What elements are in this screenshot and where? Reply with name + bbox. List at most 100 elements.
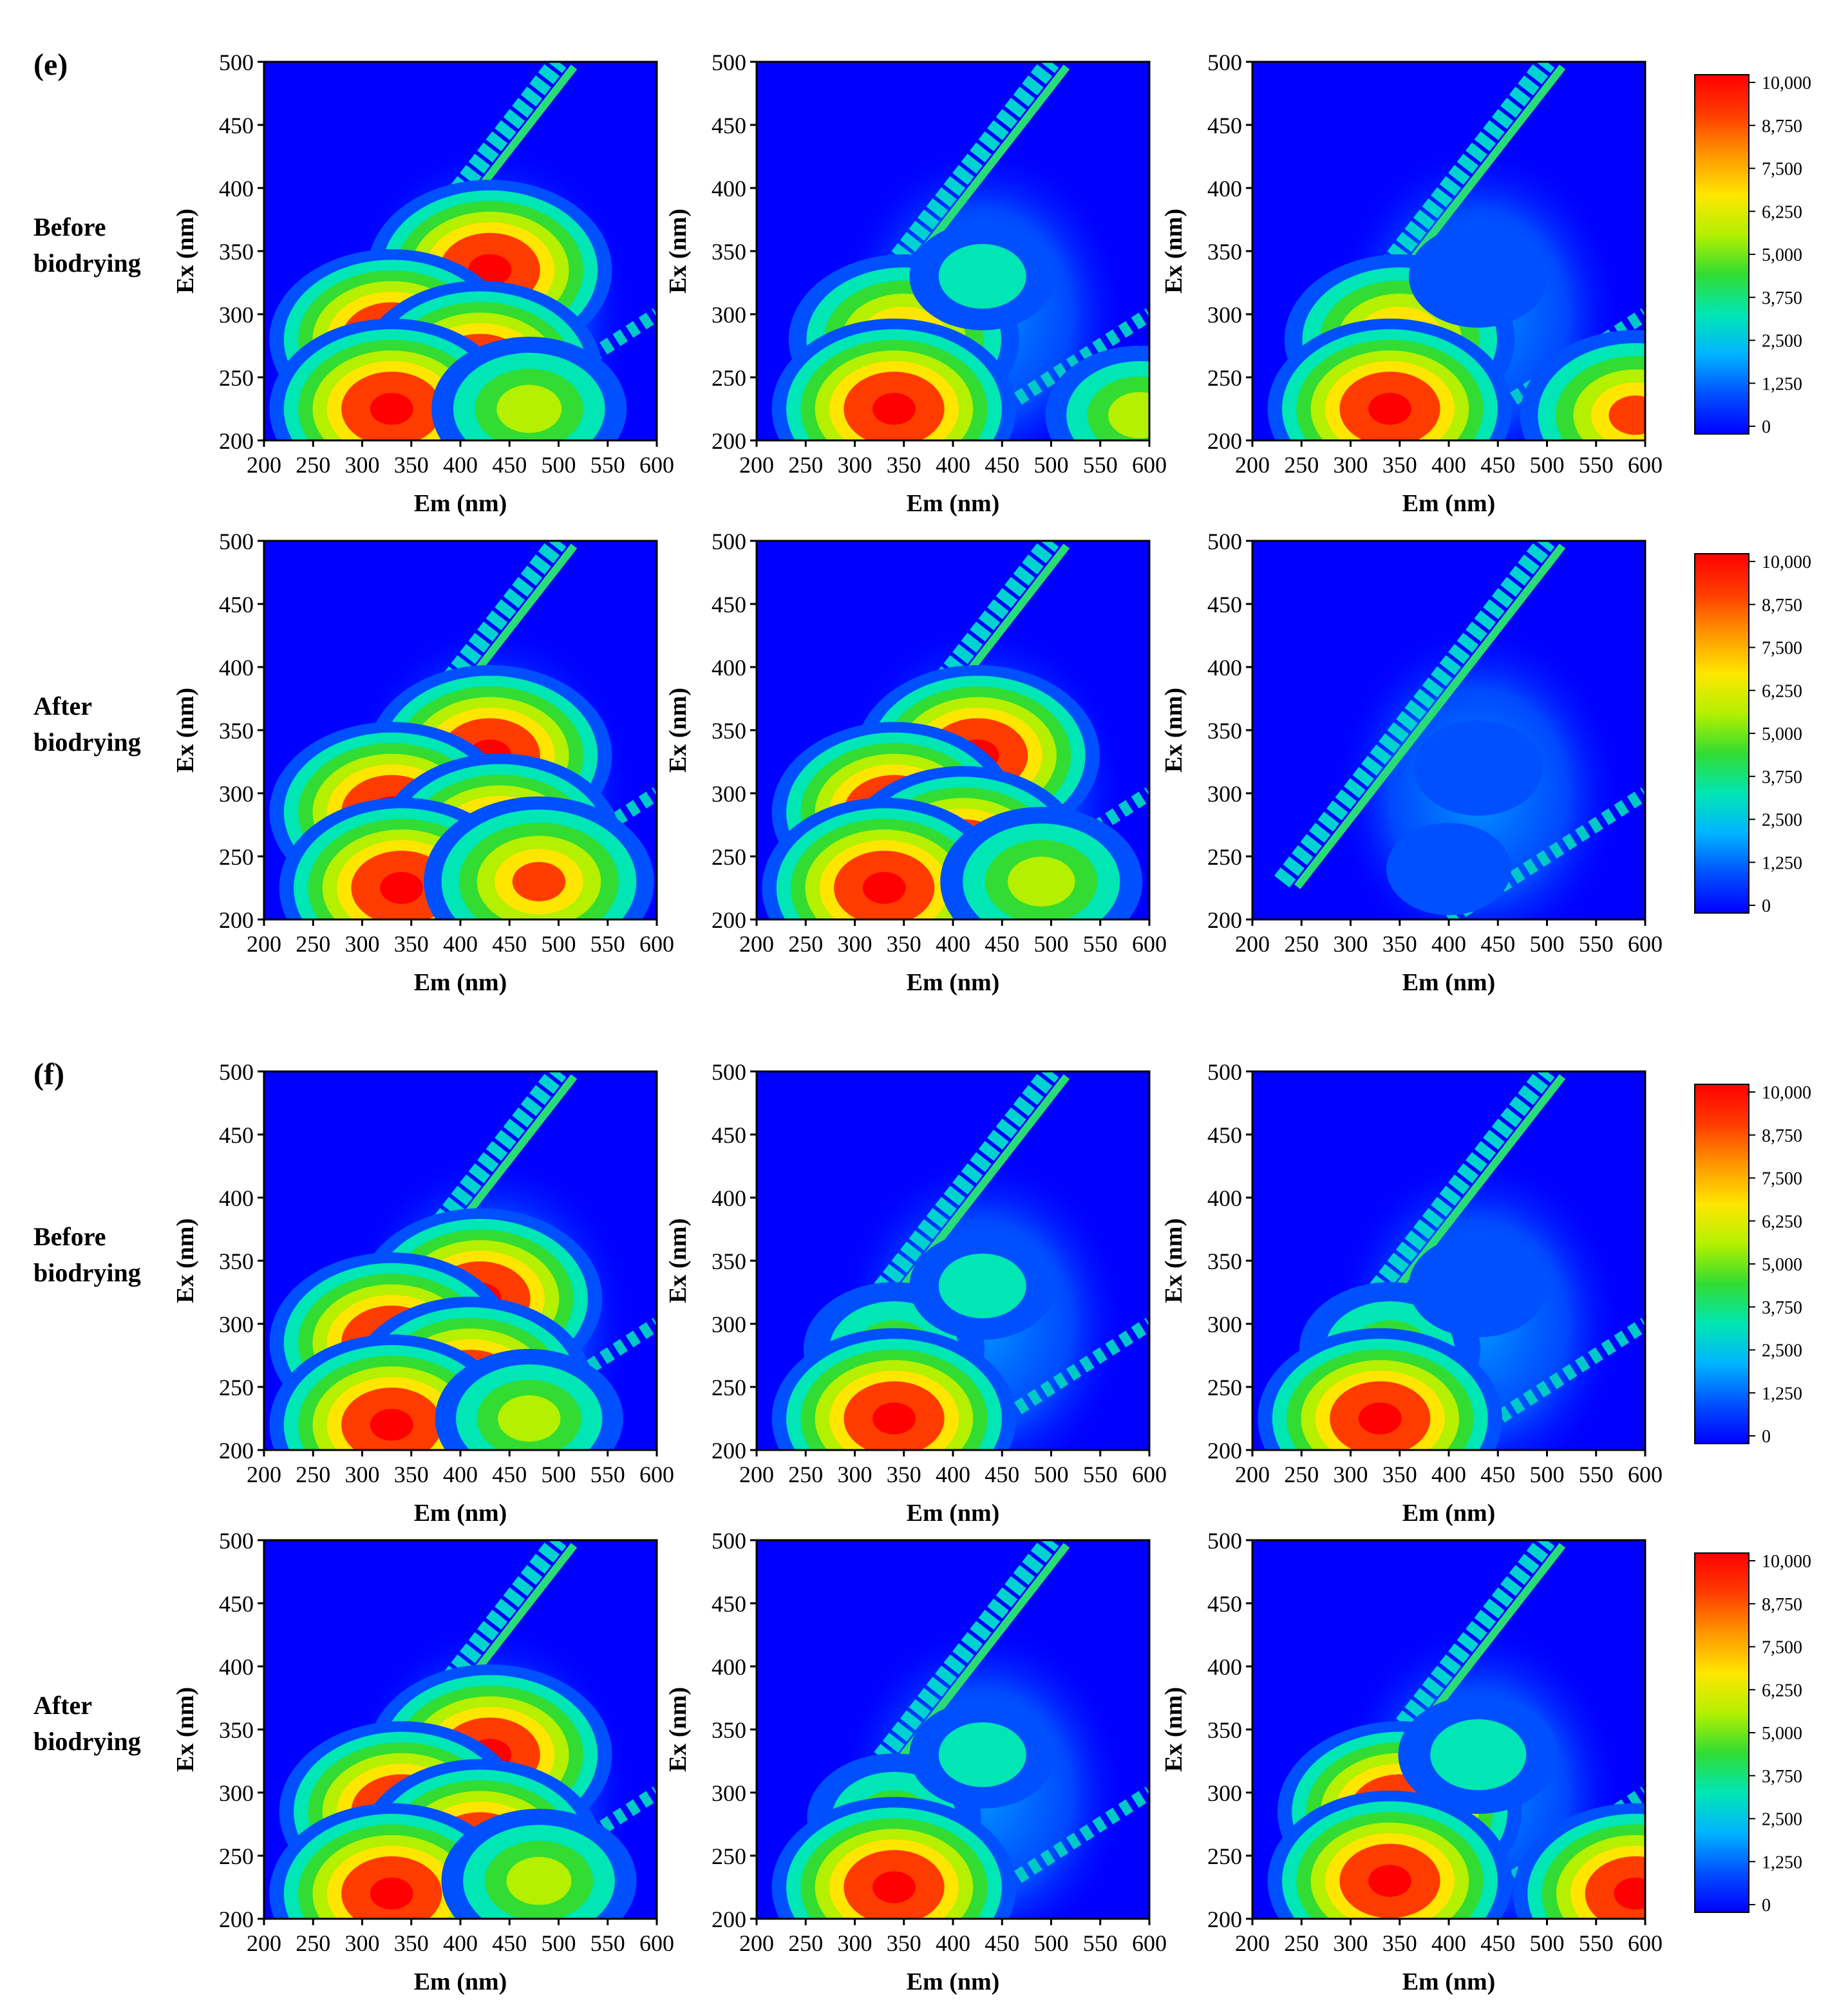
y-tick-label: 500 <box>219 529 254 554</box>
y-tick-label: 350 <box>712 239 746 265</box>
panel-label: (e) <box>33 48 68 82</box>
eem-peak <box>940 807 1143 919</box>
x-tick-label: 450 <box>492 1462 527 1487</box>
x-tick-label: 200 <box>1235 452 1270 478</box>
x-tick-label: 200 <box>247 452 281 478</box>
colorbar-tick-label: 6,250 <box>1762 202 1802 222</box>
y-tick-label: 200 <box>1207 1438 1242 1464</box>
x-tick-label: 600 <box>1132 1930 1167 1956</box>
x-tick-label: 250 <box>296 1930 330 1956</box>
x-tick-label: 400 <box>443 452 478 478</box>
eem-peak <box>1267 1790 1513 1919</box>
y-tick-label: 350 <box>1207 1717 1242 1743</box>
eem-peak <box>771 1328 1017 1450</box>
x-tick-label: 500 <box>542 1930 576 1956</box>
y-axis-label: Ex (nm) <box>665 1687 692 1772</box>
y-tick-label: 400 <box>712 655 746 681</box>
x-tick-label: 450 <box>985 1462 1019 1487</box>
y-tick-label: 350 <box>219 239 254 265</box>
x-tick-label: 350 <box>887 1930 921 1956</box>
colorbar-tick-label: 5,000 <box>1762 1724 1802 1744</box>
y-axis-label: Ex (nm) <box>172 209 199 294</box>
colorbar: 10,000 8,750 7,500 6,250 5,000 3,750 2,500 1,25… <box>1694 552 1811 916</box>
contour-level <box>872 1871 916 1903</box>
contour-level <box>1614 1878 1645 1910</box>
x-tick-label: 200 <box>1235 931 1270 957</box>
y-tick-label: 350 <box>1207 239 1242 265</box>
y-tick-label: 450 <box>219 113 254 138</box>
x-tick-label: 250 <box>296 1462 330 1487</box>
x-tick-label: 500 <box>542 452 576 478</box>
y-tick-label: 250 <box>712 1375 746 1400</box>
colorbar-scale <box>1694 1084 1749 1444</box>
row-label-word: biodrying <box>33 1258 141 1287</box>
eem-plot: 200 250 300 350 400 450 500 550 600 200 250 300 350 4… <box>665 1059 1167 1527</box>
row-label: Before biodrying <box>33 1222 141 1287</box>
contour-level <box>872 1402 916 1435</box>
eem-peak <box>1413 720 1543 816</box>
x-tick-label: 400 <box>1431 452 1466 478</box>
x-tick-label: 550 <box>1083 1462 1118 1487</box>
y-axis-label: Ex (nm) <box>665 1218 692 1303</box>
y-tick-label: 200 <box>219 907 254 933</box>
y-tick-label: 450 <box>219 1122 254 1148</box>
colorbar-tick-label: 8,750 <box>1762 596 1802 616</box>
colorbar-tick-label: 10,000 <box>1762 1083 1811 1103</box>
x-tick-label: 250 <box>788 1930 823 1956</box>
colorbar-tick-label: 7,500 <box>1762 1169 1802 1189</box>
panel-label: (f) <box>33 1057 64 1091</box>
y-tick-label: 350 <box>712 1717 746 1743</box>
y-tick-label: 250 <box>712 365 746 391</box>
x-tick-label: 400 <box>1431 931 1466 957</box>
eem-peak <box>771 1796 1017 1919</box>
x-tick-label: 500 <box>1034 931 1069 957</box>
x-tick-label: 350 <box>1382 931 1417 957</box>
eem-peak <box>762 797 1006 919</box>
y-tick-label: 300 <box>712 781 746 807</box>
y-tick-label: 300 <box>219 1312 254 1337</box>
eem-plot: 200 250 300 350 400 450 500 550 600 200 250 300 350 4… <box>1160 1059 1663 1527</box>
x-tick-label: 250 <box>1284 931 1319 957</box>
y-tick-label: 250 <box>219 365 254 391</box>
y-tick-label: 250 <box>219 1843 254 1869</box>
y-axis-label: Ex (nm) <box>1160 688 1187 773</box>
x-tick-label: 500 <box>542 1462 576 1487</box>
eem-contours <box>1274 541 1645 919</box>
x-tick-label: 450 <box>1480 1462 1515 1487</box>
eem-plot: 200 250 300 350 400 450 500 550 600 200 250 300 350 4… <box>665 1528 1167 1995</box>
x-axis-label: Em (nm) <box>907 490 1000 517</box>
x-tick-label: 200 <box>739 1462 774 1487</box>
x-tick-label: 250 <box>1284 452 1319 478</box>
contour-level <box>1408 225 1548 328</box>
eem-plot: 200 250 300 350 400 450 500 550 600 200 250 300 350 4… <box>172 1528 674 1995</box>
x-tick-label: 400 <box>1431 1462 1466 1487</box>
x-tick-label: 250 <box>296 452 330 478</box>
x-tick-label: 200 <box>739 931 774 957</box>
x-tick-label: 500 <box>1530 452 1565 478</box>
x-axis-label: Em (nm) <box>1402 1968 1496 1995</box>
eem-peak <box>1398 1695 1558 1814</box>
row-label-word: biodrying <box>33 728 141 757</box>
x-tick-label: 250 <box>788 1462 823 1487</box>
eem-peak <box>1408 1234 1548 1337</box>
contour-level <box>370 1409 413 1441</box>
x-tick-label: 550 <box>1579 1462 1614 1487</box>
y-tick-label: 450 <box>712 1591 746 1617</box>
x-tick-label: 350 <box>887 452 921 478</box>
colorbar-tick-label: 10,000 <box>1762 73 1811 93</box>
colorbar-tick-label: 3,750 <box>1762 288 1802 308</box>
row-label-word: After <box>33 1691 92 1720</box>
x-tick-label: 300 <box>1334 1462 1368 1487</box>
y-tick-label: 250 <box>1207 365 1242 391</box>
x-tick-label: 550 <box>590 1930 625 1956</box>
y-tick-label: 400 <box>219 655 254 681</box>
x-axis-label: Em (nm) <box>1402 490 1496 517</box>
x-tick-label: 300 <box>838 1462 872 1487</box>
x-axis-label: Em (nm) <box>414 969 507 996</box>
x-tick-label: 600 <box>1628 1462 1663 1487</box>
y-tick-label: 300 <box>1207 781 1242 807</box>
colorbar-tick-label: 7,500 <box>1762 1638 1802 1658</box>
colorbar-tick-label: 5,000 <box>1762 245 1802 265</box>
x-tick-label: 300 <box>345 931 380 957</box>
x-tick-label: 550 <box>1579 1930 1614 1956</box>
